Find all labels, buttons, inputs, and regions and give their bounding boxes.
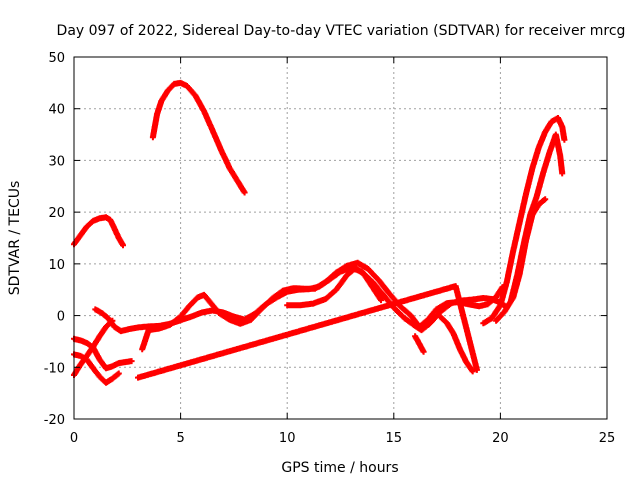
series-arc-baseline-3 [284,265,384,309]
series-outliers [135,283,480,381]
x-tick-label: 10 [279,431,296,446]
series-arc-late-rise-3 [493,196,549,324]
y-tick-labels: -20 -10 0 10 20 30 40 50 [44,51,65,428]
data-point-path [493,196,549,324]
series-arc-late-rise-1 [480,115,568,327]
y-tick-label: -10 [44,361,65,376]
y-tick-label: -20 [44,413,65,428]
series-arc-high-left [71,214,126,249]
y-tick-label: 0 [57,310,65,325]
x-tick-label: 5 [176,431,184,446]
plot-frame [73,56,608,420]
x-tick-label: 0 [70,431,78,446]
y-tick-label: 50 [48,51,65,66]
series-arc-dip-4 [412,333,427,355]
x-tick-labels: 0 5 10 15 20 25 [70,431,615,446]
series-arc-peak [149,79,248,196]
y-axis-label: SDTVAR / TECUs [7,181,23,296]
data-point-path [437,314,476,375]
x-tick-label: 15 [386,431,403,446]
data-point-path [149,79,248,196]
x-axis-label: GPS time / hours [281,460,398,476]
y-tick-label: 40 [48,103,65,118]
chart-title: Day 097 of 2022, Sidereal Day-to-day VTE… [57,23,626,39]
data-point-path [480,115,568,327]
y-tick-label: 20 [48,206,65,221]
x-tick-label: 25 [599,431,616,446]
data-point-path [412,333,427,355]
x-tick-label: 20 [492,431,509,446]
grid [74,57,607,419]
data-point-path [284,265,384,309]
data-point-path [135,283,480,381]
series-arc-late-dip [437,314,476,375]
data-marks [71,79,568,386]
axis-ticks [73,56,608,420]
y-tick-label: 10 [48,258,65,273]
y-tick-label: 30 [48,154,65,169]
data-point-path [71,214,126,249]
